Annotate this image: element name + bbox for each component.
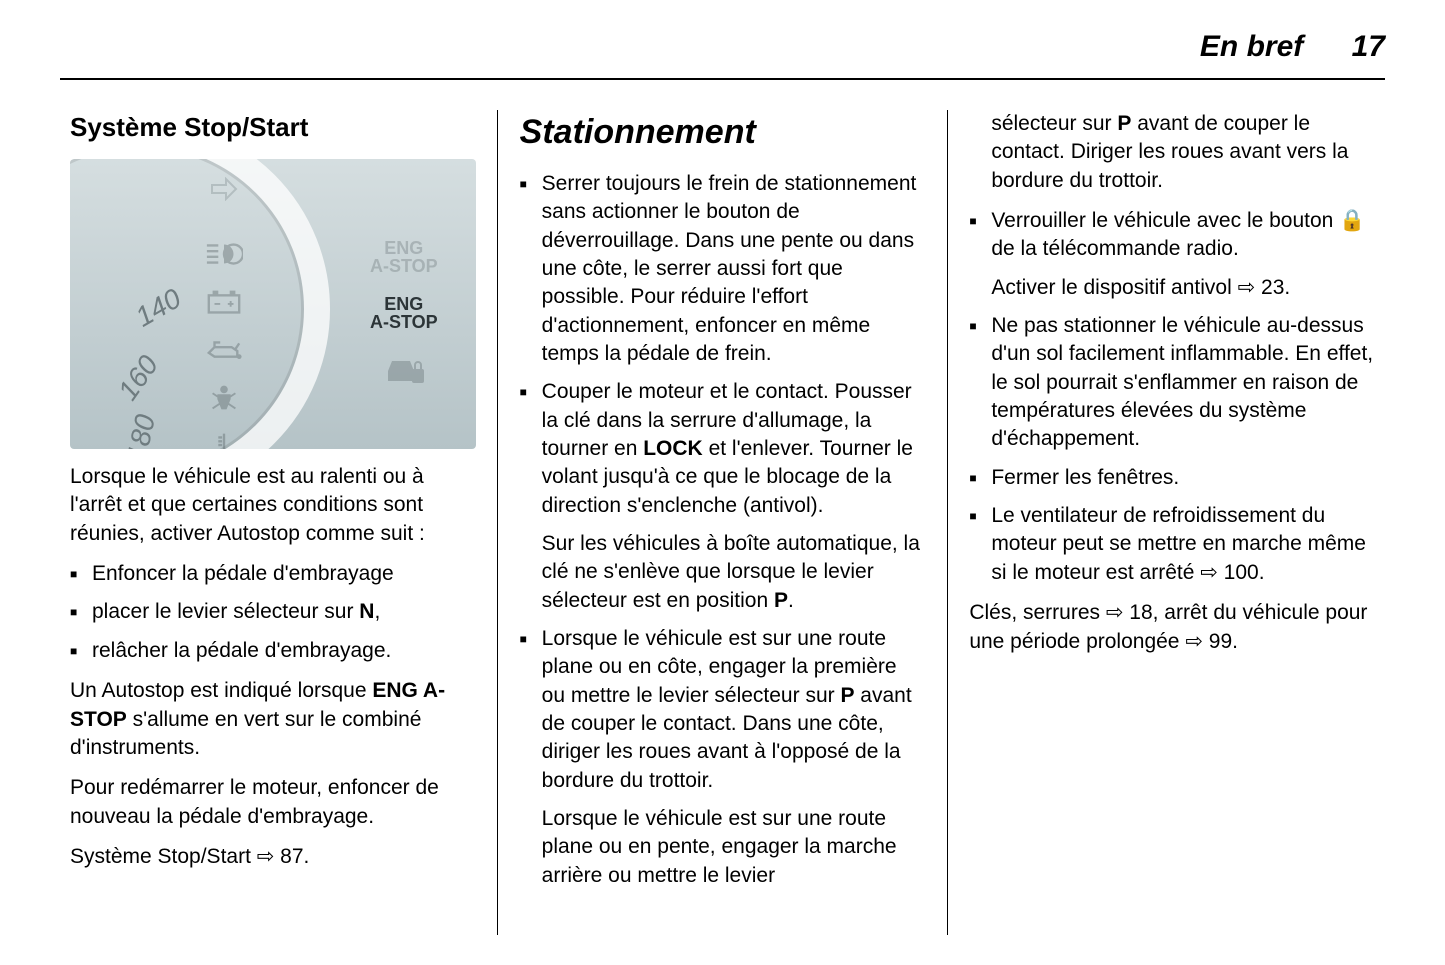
oil-icon	[205, 335, 243, 365]
list-item: Fermer les fenêtres.	[969, 464, 1375, 492]
autostop-indicator-text: Un Autostop est indiqué lorsque ENG A-ST…	[70, 677, 476, 762]
section-title: En bref	[1200, 30, 1303, 64]
dashboard-illustration: 140 160 180 ENG A-STOP ENG A-STOP	[70, 159, 476, 449]
eng-astop-ghost-label: ENG A-STOP	[370, 239, 438, 275]
list-item: placer le levier sélecteur sur N,	[70, 598, 476, 626]
parking-continuation: sélecteur sur P avant de couper le conta…	[969, 110, 1375, 195]
keys-locks-xref: Clés, serrures ⇨ 18, arrêt du véhicule p…	[969, 599, 1375, 656]
header-rule	[60, 78, 1385, 80]
list-item: Ne pas stationner le véhicule au-dessus …	[969, 312, 1375, 454]
coolant-temp-icon	[205, 431, 243, 449]
list-item: Serrer toujours le frein de station­neme…	[520, 170, 926, 368]
stop-start-intro: Lorsque le véhicule est au ralenti ou à …	[70, 463, 476, 548]
battery-icon	[205, 287, 243, 317]
page-number: 17	[1352, 30, 1385, 64]
list-item: Couper le moteur et le contact. Pousser …	[520, 378, 926, 615]
stationnement-heading: Stationnement	[520, 110, 926, 156]
list-item: relâcher la pédale d'embrayage.	[70, 637, 476, 665]
list-item: Enfoncer la pédale d'embrayage	[70, 560, 476, 588]
xref-100: ⇨ 100.	[1200, 561, 1264, 584]
car-lock-icon	[382, 351, 426, 387]
list-item: Verrouiller le véhicule avec le bou­ton …	[969, 207, 1375, 302]
page-header: En bref 17	[1200, 30, 1385, 64]
list-item: Lorsque le véhicule est sur une route pl…	[520, 625, 926, 890]
stop-start-xref: Système Stop/Start ⇨ 87.	[70, 843, 476, 871]
xref-99: ⇨ 99.	[1185, 630, 1238, 653]
stop-start-heading: Système Stop/Start	[70, 110, 476, 145]
eng-astop-active-label: ENG A-STOP	[370, 295, 438, 331]
page-content: Système Stop/Start 140 160 180 ENG A-STO…	[70, 110, 1375, 935]
xref-87: ⇨ 87.	[257, 845, 310, 868]
seatbelt-icon	[205, 383, 243, 413]
list-item: Le ventilateur de refroidissement du mot…	[969, 502, 1375, 587]
speedometer-arc	[70, 159, 330, 449]
high-beam-icon	[205, 239, 243, 269]
xref-18: ⇨ 18	[1106, 601, 1153, 624]
xref-23: ⇨ 23.	[1238, 276, 1291, 299]
restart-text: Pour redémarrer le moteur, enfoncer de n…	[70, 774, 476, 831]
